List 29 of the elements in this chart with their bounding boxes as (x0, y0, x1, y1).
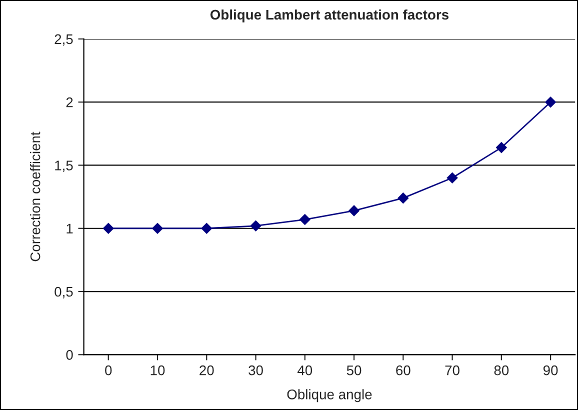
y-tick-label: 0 (66, 350, 73, 360)
y-tick-label: 1,5 (55, 160, 73, 172)
y-tick-label: 1 (66, 224, 73, 234)
x-tick-label: 70 (445, 365, 460, 376)
point (102, 222, 114, 234)
point (201, 222, 212, 234)
x-tick-label: 30 (248, 365, 263, 376)
point (152, 222, 163, 234)
chart-title: Oblique Lambert attenuation factors (210, 9, 449, 22)
x-tick-label: 40 (297, 365, 312, 376)
x-axis-title: Oblique angle (287, 389, 372, 402)
y-tick-label: 2 (66, 97, 73, 108)
x-tick-label: 10 (150, 365, 165, 376)
point (496, 142, 507, 153)
x-tick-label: 60 (396, 365, 410, 376)
y-tick-label: 0,5 (54, 286, 73, 298)
y-axis-title: Correction coefficient (30, 132, 40, 262)
x-tick-label: 80 (494, 365, 509, 376)
point (299, 214, 310, 225)
x-tick-label: 0 (105, 365, 112, 376)
point (446, 172, 458, 184)
x-tick-label: 90 (543, 365, 558, 376)
x-tick-label: 50 (346, 365, 362, 376)
x-tick-label: 20 (200, 365, 214, 376)
point (398, 192, 409, 204)
y-tick-label: 2,5 (54, 34, 73, 46)
point (545, 96, 556, 108)
point (348, 205, 360, 216)
point (250, 220, 262, 232)
